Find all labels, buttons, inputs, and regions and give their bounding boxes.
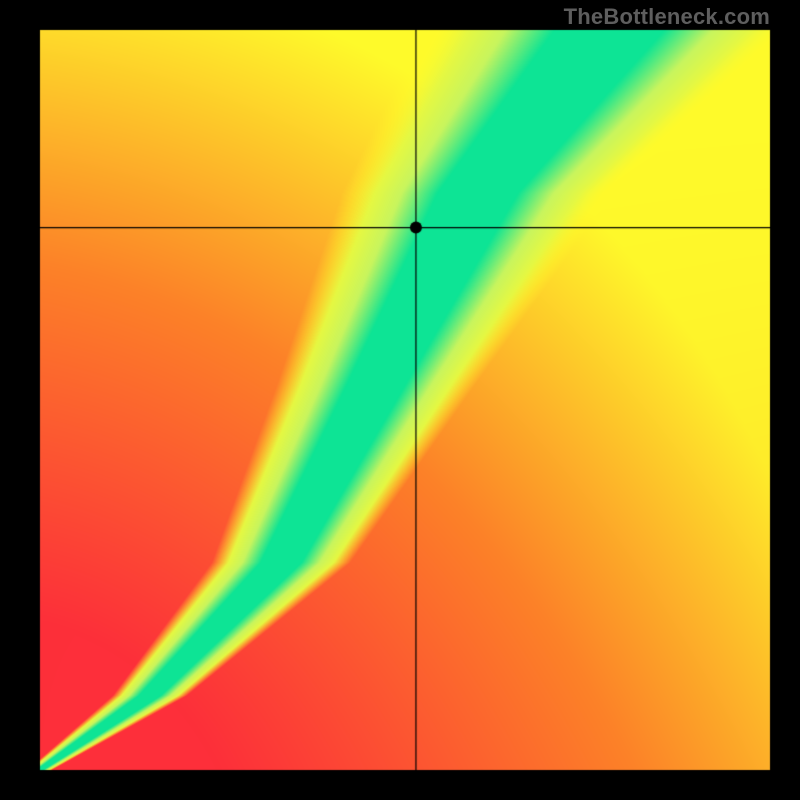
watermark-text: TheBottleneck.com [564,4,770,30]
bottleneck-heatmap-canvas [0,0,800,800]
